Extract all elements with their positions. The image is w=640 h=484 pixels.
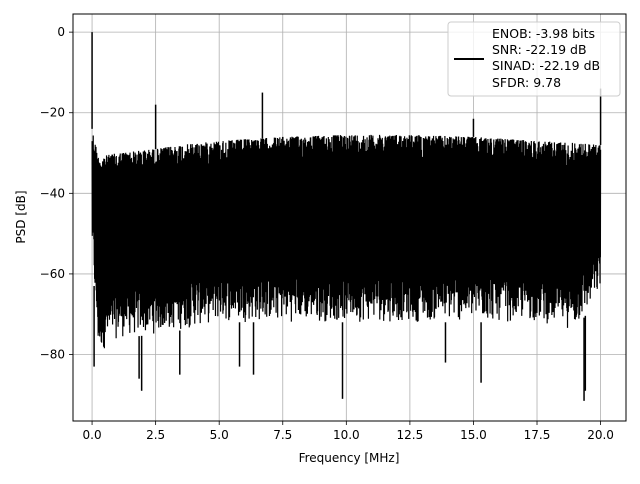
plot-frame xyxy=(72,13,627,422)
x-tick-label: 7.5 xyxy=(273,428,292,442)
x-tick-label: 15.0 xyxy=(460,428,487,442)
y-tick-label: 0 xyxy=(57,25,65,39)
legend-sfdr: SFDR: 9.78 xyxy=(492,75,561,90)
legend-sinad: SINAD: -22.19 dB xyxy=(492,58,600,73)
x-tick-label: 2.5 xyxy=(146,428,165,442)
x-tick-label: 12.5 xyxy=(397,428,424,442)
x-tick-label: 0.0 xyxy=(83,428,102,442)
x-tick-label: 5.0 xyxy=(210,428,229,442)
y-tick-label: −60 xyxy=(40,267,65,281)
x-tick-label: 20.0 xyxy=(587,428,614,442)
legend-box xyxy=(447,21,621,97)
legend-snr: SNR: -22.19 dB xyxy=(492,42,587,57)
x-tick-label: 10.0 xyxy=(333,428,360,442)
tick-layer: 0.0 2.5 5.0 7.5 10.0 12.5 15.0 17.5 20.0 0 −20 −40 −… xyxy=(40,25,614,442)
y-tick-label: −40 xyxy=(40,186,65,200)
y-tick-label: −80 xyxy=(40,348,65,362)
x-tick-label: 17.5 xyxy=(524,428,551,442)
data-layer xyxy=(91,32,602,401)
legend: ENOB: -3.98 bits SNR: -22.19 dB SINAD: -… xyxy=(447,21,621,97)
y-tick-label: −20 xyxy=(40,106,65,120)
legend-enob: ENOB: -3.98 bits xyxy=(492,26,595,41)
x-axis-label: Frequency [MHz] xyxy=(299,451,400,465)
psd-trace xyxy=(91,134,602,349)
y-axis-label: PSD [dB] xyxy=(14,190,28,243)
